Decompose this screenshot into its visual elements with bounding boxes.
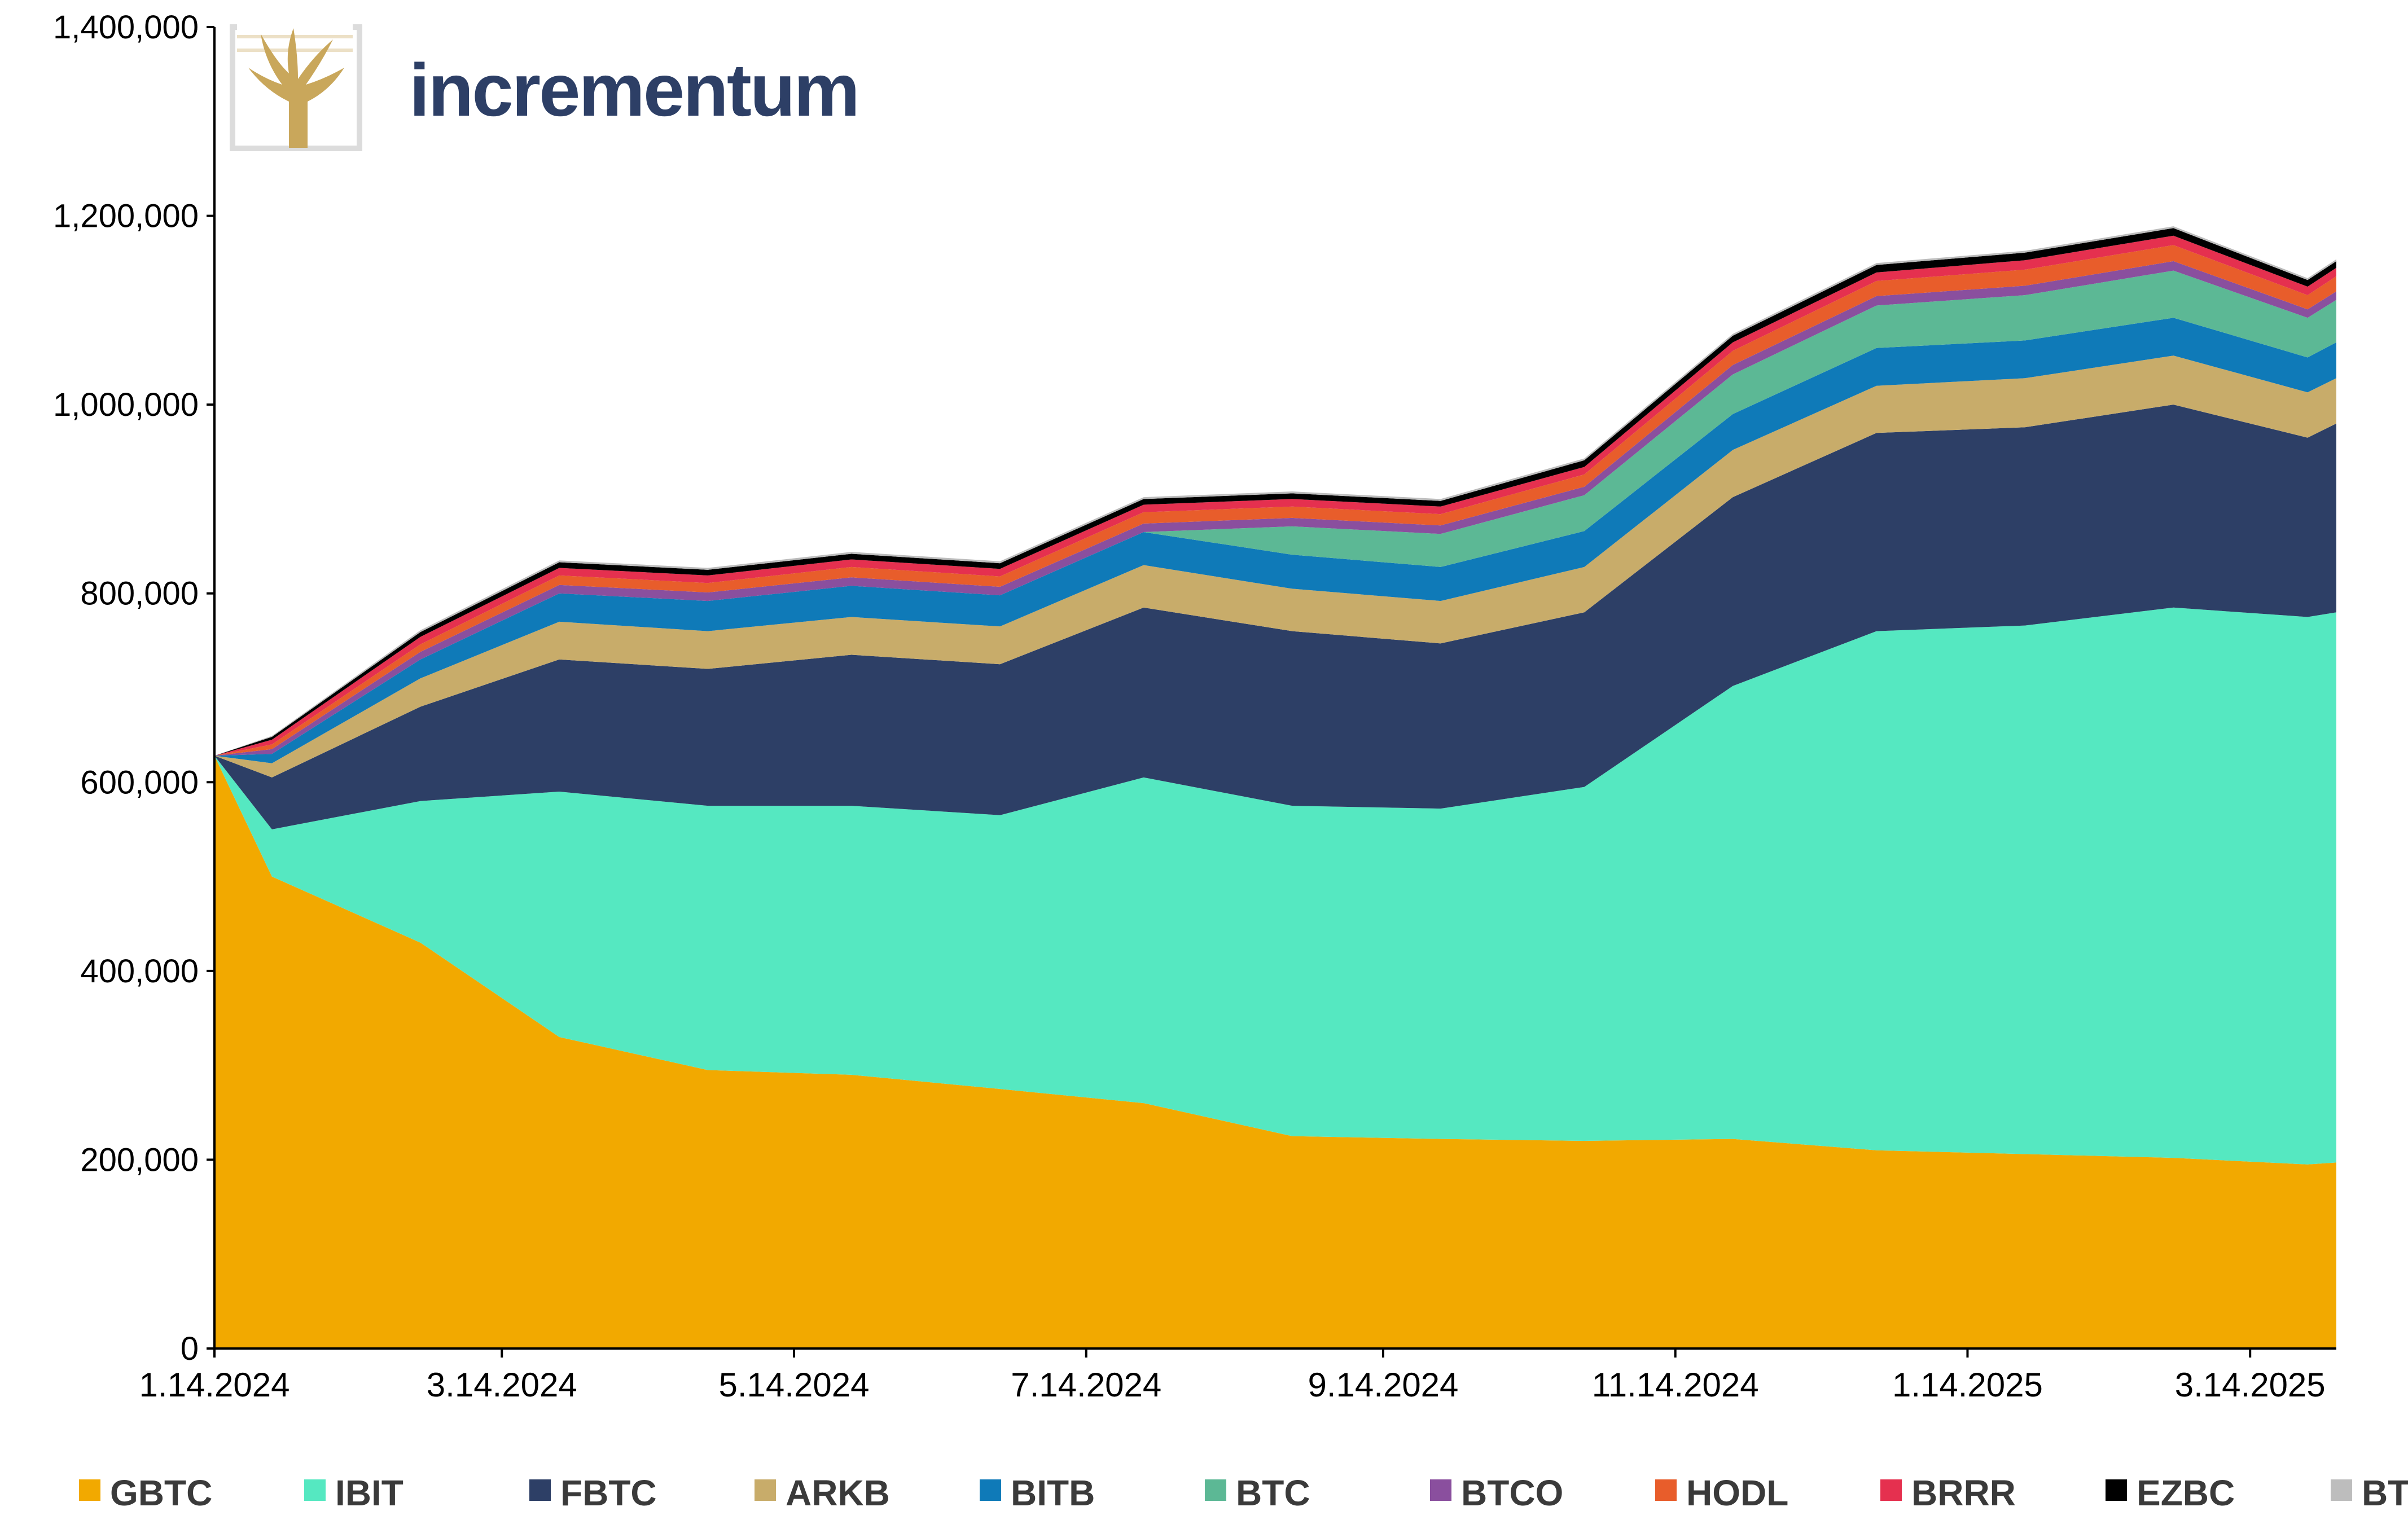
legend-swatch — [79, 1479, 100, 1501]
area-series-bitb — [214, 318, 2336, 763]
y-tick-label: 400,000 — [80, 953, 199, 990]
y-tick-label: 0 — [181, 1330, 199, 1367]
legend-label: BTC — [1236, 1473, 1310, 1513]
legend-swatch — [304, 1479, 326, 1501]
x-tick-label: 5.14.2024 — [719, 1366, 870, 1404]
legend-swatch — [1205, 1479, 1226, 1501]
area-series-gbtc — [214, 755, 2336, 1348]
x-tick-label: 1.14.2024 — [139, 1366, 290, 1404]
x-ticks: 1.14.2024 3.14.2024 5.14.2024 7.14.2024 9.14… — [139, 1348, 2326, 1404]
legend-label: BITB — [1011, 1473, 1095, 1513]
axes — [213, 27, 2336, 1350]
legend-item-ezbc: EZBC — [2106, 1473, 2235, 1513]
legend-label: EZBC — [2137, 1473, 2235, 1513]
legend-label: FBTC — [560, 1473, 657, 1513]
area-series-arkb — [214, 355, 2336, 778]
legend-label: GBTC — [110, 1473, 212, 1513]
area-series-fbtc — [214, 405, 2336, 829]
area-series-btc — [214, 270, 2336, 756]
legend-item-fbtc: FBTC — [529, 1473, 657, 1513]
area-series-ibit — [214, 607, 2336, 1165]
legend-item-hodl: HODL — [1655, 1473, 1788, 1513]
area-layer — [214, 226, 2336, 1348]
legend-label: BTCO — [1461, 1473, 1563, 1513]
x-tick-label: 1.14.2025 — [1892, 1366, 2043, 1404]
x-tick-label: 7.14.2024 — [1011, 1366, 1161, 1404]
legend-swatch — [1655, 1479, 1677, 1501]
legend-item-brrr: BRRR — [1880, 1473, 2016, 1513]
legend-label: HODL — [1686, 1473, 1788, 1513]
legend-swatch — [2331, 1479, 2352, 1501]
x-tick-label: 3.14.2024 — [427, 1366, 577, 1404]
legend-item-gbtc: GBTC — [79, 1473, 212, 1513]
y-tick-label: 1,400,000 — [53, 9, 199, 46]
legend-item-btcw: BTCW — [2331, 1473, 2408, 1513]
x-tick-label: 3.14.2025 — [2175, 1366, 2326, 1404]
legend: GBTC IBIT FBTC ARKB BITB BTC BTCO HODL BRRR EZBC B… — [79, 1473, 2408, 1513]
tree-logo-icon — [230, 23, 362, 151]
legend-label: IBIT — [335, 1473, 403, 1513]
y-tick-label: 600,000 — [80, 764, 199, 801]
legend-item-btc: BTC — [1205, 1473, 1310, 1513]
legend-label: BTCW — [2362, 1473, 2408, 1513]
legend-swatch — [980, 1479, 1001, 1501]
y-tick-label: 1,200,000 — [53, 198, 199, 235]
legend-swatch — [755, 1479, 776, 1501]
legend-swatch — [1880, 1479, 1902, 1501]
x-tick-label: 9.14.2024 — [1308, 1366, 1459, 1404]
legend-item-ibit: IBIT — [304, 1473, 403, 1513]
legend-label: ARKB — [786, 1473, 890, 1513]
brand-name: incrementum — [409, 49, 858, 131]
legend-item-bitb: BITB — [980, 1473, 1095, 1513]
y-tick-label: 200,000 — [80, 1141, 199, 1178]
legend-item-btco: BTCO — [1430, 1473, 1563, 1513]
y-tick-label: 800,000 — [80, 576, 199, 612]
brand-logo: incrementum — [230, 23, 860, 151]
legend-swatch — [529, 1479, 551, 1501]
x-tick-label: 11.14.2024 — [1592, 1366, 1759, 1404]
legend-label: BRRR — [1911, 1473, 2016, 1513]
y-ticks: 0 200,000 400,000 600,000 800,000 1,000,000 1,… — [53, 9, 214, 1367]
legend-swatch — [2106, 1479, 2127, 1501]
legend-item-arkb: ARKB — [755, 1473, 890, 1513]
y-tick-label: 1,000,000 — [53, 386, 199, 423]
legend-swatch — [1430, 1479, 1451, 1501]
